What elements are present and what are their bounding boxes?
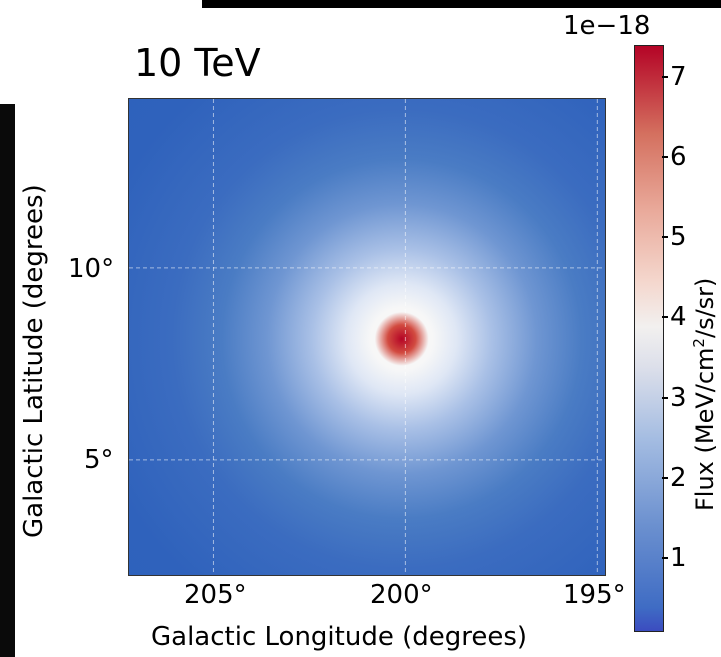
colorbar-tick-label: 4: [670, 302, 687, 333]
top-dark-bar: [202, 0, 721, 8]
y-tick-label: 5°: [84, 445, 114, 475]
colorbar-tick-label: 5: [670, 222, 687, 253]
y-axis-label: Galactic Latitude (degrees): [19, 184, 49, 538]
x-tick-label: 200°: [370, 580, 433, 610]
colorbar-label-main: Flux (MeV/cm: [691, 347, 719, 511]
colorbar-label-superscript: 2: [690, 338, 708, 348]
colorbar-tick-label: 3: [670, 382, 687, 413]
colorbar-tick: [662, 476, 668, 479]
colorbar-tick: [662, 396, 668, 399]
x-tick-label: 195°: [563, 580, 626, 610]
colorbar-label: Flux (MeV/cm2/s/sr): [690, 277, 719, 511]
x-tick-label: 205°: [184, 580, 247, 610]
x-axis-label: Galactic Longitude (degrees): [151, 622, 528, 652]
y-tick-label: 10°: [68, 254, 115, 284]
colorbar-tick-label: 6: [670, 142, 687, 173]
colorbar-label-tail: /s/sr): [691, 277, 719, 339]
colorbar-tick: [662, 236, 668, 239]
chart-title: 10 TeV: [134, 41, 261, 85]
colorbar-tick-label: 2: [670, 462, 687, 493]
colorbar-tick: [662, 156, 668, 159]
heatmap-plot-area: [128, 98, 606, 576]
colorbar-tick: [662, 556, 668, 559]
colorbar-tick-label: 7: [670, 62, 687, 93]
gridlines: [129, 99, 605, 575]
colorbar: [634, 45, 664, 632]
colorbar-exponent: 1e−18: [563, 11, 651, 41]
colorbar-tick: [662, 316, 668, 319]
colorbar-tick: [662, 76, 668, 79]
left-dark-bar: [0, 104, 15, 657]
colorbar-tick-label: 1: [670, 542, 687, 573]
